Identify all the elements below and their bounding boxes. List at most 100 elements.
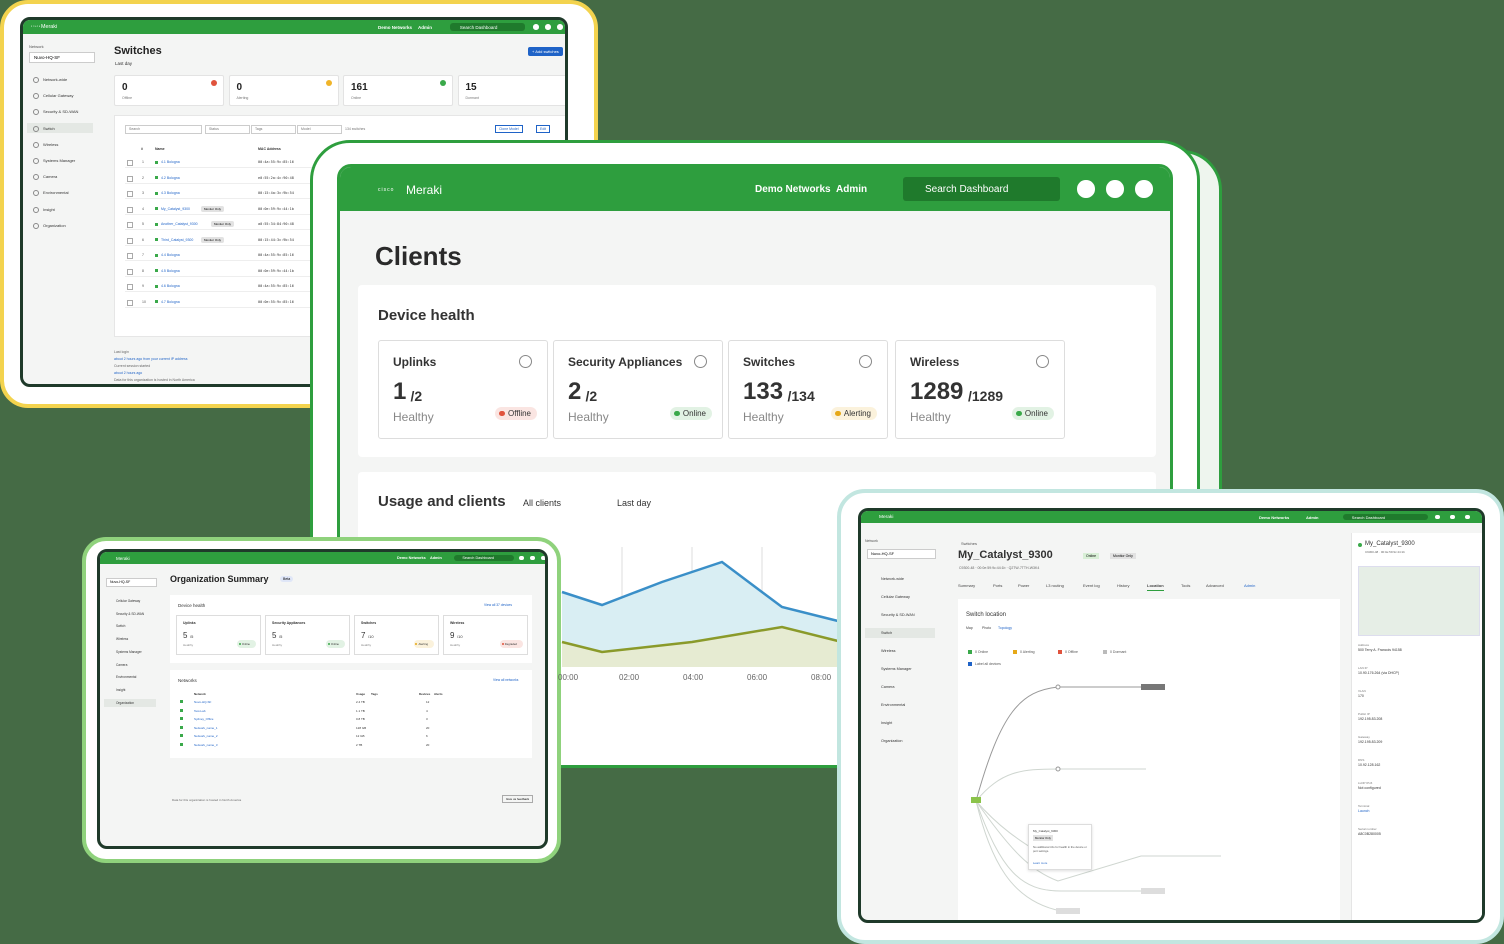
tab[interactable]: Advanced (1206, 583, 1224, 588)
filter-dropdown[interactable]: All clients (523, 498, 562, 508)
tab[interactable]: Tools (1181, 583, 1191, 588)
sidebar-item[interactable]: Wireless (881, 649, 896, 653)
sidebar-item[interactable]: Cellular Gateway (881, 595, 910, 599)
search-box[interactable]: Search Dashboard (903, 176, 1060, 202)
sidebar-item[interactable]: Environmental (881, 703, 906, 707)
switch-name[interactable]: 4.4 Bologna (161, 253, 180, 257)
nav-link[interactable]: Admin (1306, 515, 1319, 520)
network-name[interactable]: Network_name_3 (194, 742, 218, 747)
sidebar-item[interactable]: Cellular Gateway (43, 93, 74, 99)
filter-box[interactable]: Status (205, 125, 250, 134)
filter-box[interactable]: Search (125, 125, 202, 134)
tab[interactable]: L3 routing (1046, 583, 1064, 588)
sidebar-item[interactable]: Systems Manager (43, 158, 76, 163)
nav-link[interactable]: Demo Networks (397, 556, 426, 561)
network-name[interactable]: Test-Lab (194, 708, 206, 713)
nav-link[interactable]: Demo Networks (755, 184, 831, 195)
sidebar-item[interactable]: Network-wide (881, 577, 904, 581)
tab[interactable]: Event log (1083, 583, 1100, 588)
filter-box[interactable]: Tags (251, 125, 296, 134)
sidebar-item[interactable]: Network-wide (43, 77, 68, 82)
sidebar-item[interactable]: Switch (43, 125, 55, 131)
section-link[interactable]: View all networks (493, 678, 519, 682)
sidebar-item[interactable]: Camera (881, 685, 895, 689)
subtab[interactable]: Photo (982, 626, 992, 630)
subtab[interactable]: Map (966, 626, 973, 630)
switch-name[interactable]: 4.2 Bologna (161, 175, 180, 180)
switch-name[interactable]: 4.6 Bologna (161, 284, 180, 288)
network-name[interactable]: Network_name_1 (194, 725, 218, 730)
sidebar-item[interactable]: Camera (43, 174, 58, 180)
breadcrumb[interactable]: Switches (961, 541, 978, 546)
nav-link[interactable]: Admin (430, 556, 442, 561)
switch-name[interactable]: 4.5 Bologna (161, 268, 180, 273)
nav-icon[interactable] (1450, 514, 1455, 520)
network-name[interactable]: Network_name_2 (194, 734, 218, 738)
network-name[interactable]: Nuvo-HQ-SF (194, 700, 212, 704)
network-select[interactable]: Nuvo-HQ-SF (867, 549, 936, 559)
switch-name[interactable]: 4.7 Bologna (161, 299, 180, 304)
nav-link[interactable]: Admin (418, 24, 432, 30)
search-box[interactable]: Search Dashboard (1343, 513, 1428, 521)
switch-name[interactable]: 4.3 Bologna (161, 191, 180, 195)
sidebar-item[interactable]: Systems Manager (881, 667, 912, 671)
checkbox-label[interactable]: Label all devices (975, 662, 1001, 666)
sidebar-item[interactable]: Switch (116, 624, 126, 629)
sidebar-item[interactable]: Environmental (116, 675, 137, 680)
switch-name[interactable]: Another_Catalyst_9300 (161, 222, 198, 226)
period-filter[interactable]: Last day (115, 61, 133, 66)
tab[interactable]: Ports (993, 583, 1003, 588)
sidebar-item[interactable]: Insight (881, 721, 893, 725)
switch-name[interactable]: Third_Catalyst_9300 (161, 237, 194, 242)
nav-icon[interactable] (519, 555, 524, 561)
sidebar-item[interactable]: Wireless (116, 637, 129, 642)
table-button[interactable]: Edit (536, 125, 551, 133)
tab[interactable]: Summary (958, 583, 976, 588)
subtab[interactable]: Topology (998, 626, 1013, 630)
tooltip-link[interactable]: Learn more (1033, 861, 1048, 865)
network-select[interactable]: Nuvo-HQ-SF (29, 52, 95, 63)
tab[interactable]: Power (1018, 583, 1030, 588)
footer-button[interactable]: Give us feedback (502, 795, 534, 803)
sidebar-item[interactable]: Systems Manager (116, 649, 142, 654)
sidebar-item[interactable]: Security & SD-WAN (116, 611, 145, 616)
sidebar-item[interactable]: Organization (43, 222, 66, 228)
sidebar-item[interactable]: Cellular Gateway (116, 599, 141, 603)
filter-box[interactable]: Model (297, 125, 342, 134)
nav-icon[interactable] (1106, 180, 1124, 198)
tab[interactable]: History (1117, 583, 1130, 588)
sidebar-item[interactable]: Security & SD-WAN (881, 613, 915, 617)
nav-icon[interactable] (533, 24, 539, 30)
nav-icon[interactable] (1135, 180, 1153, 198)
nav-icon[interactable] (545, 24, 551, 30)
search-box[interactable]: Search Dashboard (450, 23, 525, 31)
switch-name[interactable]: 4.1 Bologna (161, 160, 180, 164)
nav-icon[interactable] (530, 555, 535, 561)
sidebar-item[interactable]: Organization (116, 700, 135, 705)
section-link[interactable]: View all 37 devices (484, 603, 512, 607)
sidebar-item[interactable]: Wireless (43, 141, 59, 147)
nav-icon[interactable] (557, 24, 563, 30)
network-select[interactable]: Nuvo-HQ-SF (106, 578, 157, 587)
search-box[interactable]: Search Dashboard (454, 554, 514, 562)
sidebar-item[interactable]: Insight (116, 687, 126, 692)
nav-link[interactable]: Demo Networks (1259, 515, 1290, 520)
nav-icon[interactable] (1077, 180, 1095, 198)
nav-icon[interactable] (1465, 514, 1470, 520)
sidebar-item[interactable]: Camera (116, 662, 128, 667)
field-value[interactable]: Launch (1358, 809, 1370, 813)
table-button[interactable]: Clone Model (495, 125, 523, 133)
sidebar-item[interactable]: Switch (881, 631, 893, 635)
network-name[interactable]: Sydney_Office (194, 717, 214, 721)
nav-icon[interactable] (541, 555, 545, 561)
sidebar-item[interactable]: Insight (43, 206, 55, 212)
sidebar-item[interactable]: Environmental (43, 190, 69, 196)
filter-dropdown[interactable]: Last day (617, 498, 652, 508)
nav-link[interactable]: Admin (836, 184, 868, 195)
nav-icon[interactable] (1435, 514, 1440, 520)
tab[interactable]: Admin (1244, 583, 1256, 588)
switch-name[interactable]: My_Catalyst_9300 (161, 206, 190, 211)
tab[interactable]: Location (1147, 583, 1164, 591)
nav-link[interactable]: Demo Networks (378, 24, 413, 30)
sidebar-item[interactable]: Security & SD-WAN (43, 109, 79, 115)
